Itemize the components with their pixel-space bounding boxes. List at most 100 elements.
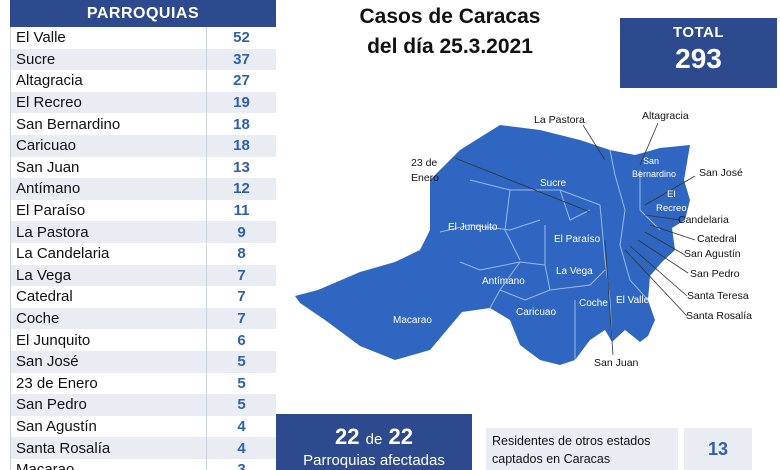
parish-name: El Junquito xyxy=(16,331,91,349)
affected-label: Parroquias afectadas xyxy=(303,452,445,469)
parish-name: La Pastora xyxy=(16,223,89,241)
table-row: El Recreo 19 xyxy=(11,91,276,114)
total-value: 293 xyxy=(675,43,722,74)
table-row: La Candelaria 8 xyxy=(11,242,276,265)
table-rows: El Valle 52 Sucre 37 Altagracia 27 El Recreo 19… xyxy=(10,27,276,470)
table-row: El Paraíso 11 xyxy=(11,199,276,222)
total-box: TOTAL 293 xyxy=(620,18,777,88)
affected-parishes-box: 22 de 22 Parroquias afectadas xyxy=(276,414,472,470)
parish-cases: 18 xyxy=(206,113,276,135)
parish-cases: 4 xyxy=(206,415,276,438)
other-states-line-2: captados en Caracas xyxy=(492,452,611,466)
label-san-bernardino-1: San xyxy=(643,156,660,166)
parish-cases: 4 xyxy=(206,437,276,459)
label-el-valle: El Valle xyxy=(616,295,650,306)
parish-name: San Bernardino xyxy=(16,115,121,133)
table-row: La Vega 7 xyxy=(11,264,276,287)
table-row: Sucre 37 xyxy=(11,48,276,71)
parish-name: Santa Rosalía xyxy=(16,439,111,457)
table-row: Santa Rosalía 4 xyxy=(11,437,276,459)
parish-name: El Valle xyxy=(16,29,66,47)
label-el-junquito: El Junquito xyxy=(448,222,498,233)
affected-de: de xyxy=(365,431,383,448)
label-el-paraiso: El Paraíso xyxy=(554,234,601,245)
label-santa-rosalia: Santa Rosalía xyxy=(686,310,752,322)
parish-name: Coche xyxy=(16,310,60,328)
title-line-1: Casos de Caracas xyxy=(359,5,541,28)
parish-cases: 37 xyxy=(206,48,276,71)
label-catedral: Catedral xyxy=(697,233,737,245)
table-row: 23 de Enero 5 xyxy=(11,372,276,395)
label-san-agustin: San Agustín xyxy=(684,248,741,260)
table-row: San Juan 13 xyxy=(11,156,276,179)
parish-cases: 9 xyxy=(206,221,276,243)
label-antimano: Antímano xyxy=(482,276,525,287)
table-row: San Pedro 5 xyxy=(11,394,276,416)
parish-cases: 7 xyxy=(206,286,276,308)
table-row: El Valle 52 xyxy=(11,27,276,49)
table-row: Altagracia 27 xyxy=(11,70,276,92)
table-row: Catedral 7 xyxy=(11,286,276,308)
parish-cases: 19 xyxy=(206,91,276,114)
parish-name: Antímano xyxy=(16,180,81,198)
parish-name: Sucre xyxy=(16,50,56,68)
parish-cases: 5 xyxy=(206,372,276,395)
parish-cases: 8 xyxy=(206,242,276,265)
parish-cases: 7 xyxy=(206,264,276,287)
table-header: PARROQUIAS xyxy=(10,0,276,27)
parish-name: Catedral xyxy=(16,288,73,306)
parish-cases: 11 xyxy=(206,199,276,222)
table-row: Macarao 3 xyxy=(11,458,276,470)
affected-count: 22 de 22 xyxy=(276,424,472,450)
other-states-value: 13 xyxy=(684,428,752,470)
total-label: TOTAL xyxy=(672,24,725,41)
parish-name: El Paraíso xyxy=(16,202,86,220)
parish-cases: 12 xyxy=(206,178,276,200)
table-row: Antímano 12 xyxy=(11,178,276,200)
parish-cases: 3 xyxy=(206,458,276,470)
affected-num: 22 xyxy=(335,424,360,449)
parish-cases: 18 xyxy=(206,134,276,157)
page-title: Casos de Caracas del día 25.3.2021 xyxy=(300,2,600,62)
parish-name: San Pedro xyxy=(16,396,87,414)
table-row: El Junquito 6 xyxy=(11,329,276,351)
table-row: La Pastora 9 xyxy=(11,221,276,243)
parish-name: Macarao xyxy=(16,461,75,470)
table-row: San José 5 xyxy=(11,350,276,373)
other-states-box: Residentes de otros estados captados en … xyxy=(486,428,678,470)
parish-cases: 5 xyxy=(206,394,276,416)
label-enero: Enero xyxy=(411,172,440,184)
label-santa-teresa: Santa Teresa xyxy=(687,290,749,302)
parish-cases: 52 xyxy=(206,27,276,49)
parish-cases: 6 xyxy=(206,329,276,351)
label-la-pastora: La Pastora xyxy=(534,114,585,126)
label-el-recreo-2: Recreo xyxy=(656,203,687,214)
table-row: San Bernardino 18 xyxy=(11,113,276,135)
parish-name: La Vega xyxy=(16,266,72,284)
parish-name: La Candelaria xyxy=(16,245,110,263)
parish-cases: 7 xyxy=(206,307,276,330)
label-23-de: 23 de xyxy=(411,157,438,169)
parish-cases: 13 xyxy=(206,156,276,179)
parish-name: Altagracia xyxy=(16,72,83,90)
label-san-pedro: San Pedro xyxy=(690,268,740,280)
label-la-vega: La Vega xyxy=(556,266,593,277)
parish-name: El Recreo xyxy=(16,94,82,112)
parish-name: San Agustín xyxy=(16,417,97,435)
label-sucre: Sucre xyxy=(540,178,567,189)
label-macarao: Macarao xyxy=(393,315,432,326)
label-altagracia: Altagracia xyxy=(642,110,689,122)
table-row: San Agustín 4 xyxy=(11,415,276,438)
label-caricuao: Caricuao xyxy=(516,307,557,318)
table-row: Caricuao 18 xyxy=(11,134,276,157)
label-san-juan: San Juan xyxy=(594,357,639,369)
label-el-recreo-1: El xyxy=(667,189,676,200)
parish-name: San Juan xyxy=(16,158,80,176)
label-san-jose: San José xyxy=(699,167,743,179)
affected-total: 22 xyxy=(388,424,413,449)
parroquias-table: PARROQUIAS El Valle 52 Sucre 37 Altagracia 27… xyxy=(10,0,276,470)
label-candelaria: Candelaria xyxy=(678,214,729,226)
parish-name: 23 de Enero xyxy=(16,374,98,392)
other-states-line-1: Residentes de otros estados xyxy=(492,434,651,448)
title-line-2: del día 25.3.2021 xyxy=(367,35,533,58)
